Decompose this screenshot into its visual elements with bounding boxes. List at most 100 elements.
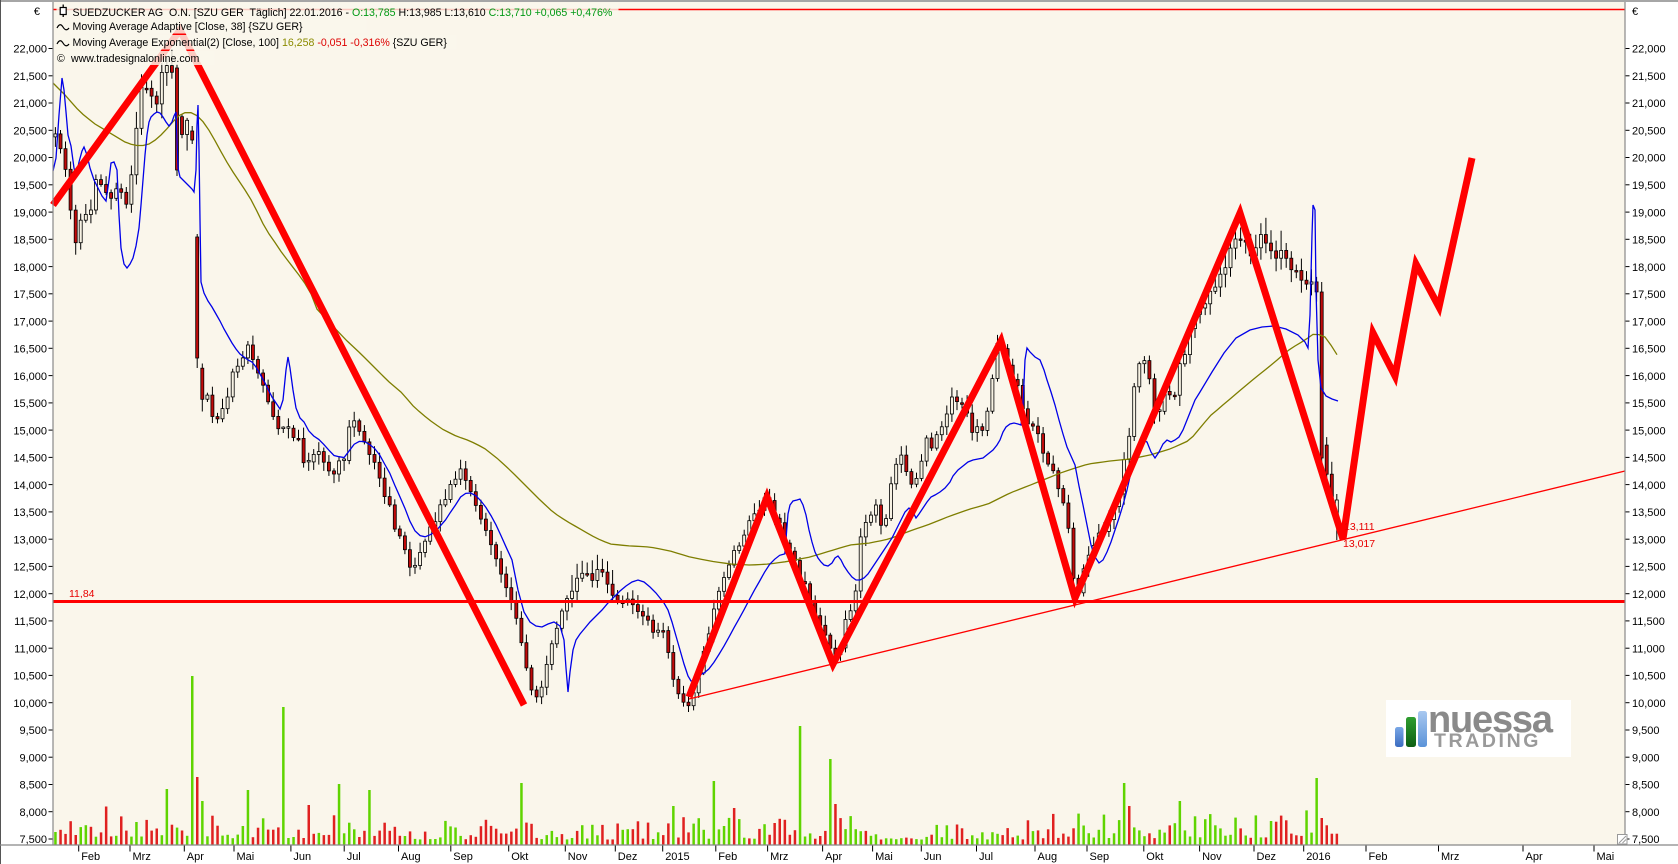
svg-text:€: €: [1632, 6, 1638, 18]
svg-text:15,500: 15,500: [1632, 398, 1666, 410]
svg-text:€: €: [34, 6, 40, 18]
svg-text:19,000: 19,000: [1632, 207, 1666, 219]
svg-text:13,111: 13,111: [1344, 521, 1375, 533]
svg-text:7,500: 7,500: [19, 834, 47, 846]
svg-text:9,000: 9,000: [19, 752, 47, 764]
svg-text:8,000: 8,000: [1632, 807, 1660, 819]
svg-text:nuessa: nuessa: [1428, 699, 1554, 741]
svg-text:Sep: Sep: [1090, 851, 1110, 863]
svg-text:13,000: 13,000: [13, 534, 47, 546]
svg-text:20,500: 20,500: [1632, 126, 1666, 138]
svg-text:Moving Average Exponential(2): Moving Average Exponential(2) [Close, 10…: [73, 37, 448, 49]
svg-text:Apr: Apr: [187, 851, 204, 863]
svg-text:8,500: 8,500: [19, 780, 47, 792]
svg-text:16,000: 16,000: [13, 371, 47, 383]
svg-text:22,000: 22,000: [1632, 44, 1666, 56]
svg-text:17,500: 17,500: [13, 289, 47, 301]
svg-text:Okt: Okt: [511, 851, 528, 863]
svg-text:19,000: 19,000: [13, 207, 47, 219]
svg-text:14,000: 14,000: [1632, 480, 1666, 492]
svg-text:11,500: 11,500: [14, 616, 47, 628]
svg-text:10,500: 10,500: [13, 671, 47, 683]
svg-text:Apr: Apr: [1526, 851, 1543, 863]
svg-text:18,000: 18,000: [1632, 262, 1666, 274]
svg-text:Mrz: Mrz: [133, 851, 151, 863]
svg-text:9,500: 9,500: [19, 725, 47, 737]
svg-text:14,000: 14,000: [13, 480, 47, 492]
svg-text:Aug: Aug: [1038, 851, 1058, 863]
svg-text:12,000: 12,000: [13, 589, 47, 601]
svg-text:7,500: 7,500: [1632, 834, 1660, 846]
svg-text:17,000: 17,000: [13, 316, 47, 328]
svg-text:10,500: 10,500: [1632, 671, 1666, 683]
svg-text:20,500: 20,500: [13, 126, 47, 138]
svg-text:11,500: 11,500: [1632, 616, 1665, 628]
svg-text:18,500: 18,500: [1632, 235, 1666, 247]
svg-text:12,500: 12,500: [1632, 562, 1666, 574]
svg-text:Feb: Feb: [81, 851, 100, 863]
svg-text:22,000: 22,000: [13, 44, 47, 56]
svg-text:18,000: 18,000: [13, 262, 47, 274]
svg-text:©: ©: [57, 53, 65, 65]
svg-text:21,000: 21,000: [1632, 98, 1666, 110]
svg-text:17,500: 17,500: [1632, 289, 1666, 301]
svg-text:19,500: 19,500: [1632, 180, 1666, 192]
svg-text:9,000: 9,000: [1632, 752, 1660, 764]
svg-text:9,500: 9,500: [1632, 725, 1660, 737]
svg-text:13,500: 13,500: [13, 507, 47, 519]
svg-text:11,000: 11,000: [1632, 643, 1665, 655]
svg-text:19,500: 19,500: [13, 180, 47, 192]
svg-text:Nov: Nov: [1202, 851, 1222, 863]
svg-text:21,000: 21,000: [13, 98, 47, 110]
svg-text:12,000: 12,000: [1632, 589, 1666, 601]
svg-text:Moving Average Adaptive [Close: Moving Average Adaptive [Close, 38] {SZU…: [73, 21, 304, 33]
svg-text:14,500: 14,500: [13, 453, 47, 465]
svg-text:Mai: Mai: [1597, 851, 1615, 863]
svg-text:16,000: 16,000: [1632, 371, 1666, 383]
svg-text:17,000: 17,000: [1632, 316, 1666, 328]
svg-text:13,017: 13,017: [1343, 538, 1375, 550]
svg-text:Jul: Jul: [979, 851, 993, 863]
svg-text:Dez: Dez: [618, 851, 638, 863]
svg-text:13,000: 13,000: [1632, 534, 1666, 546]
svg-text:2016: 2016: [1306, 851, 1330, 863]
svg-text:8,500: 8,500: [1632, 780, 1660, 792]
svg-text:2015: 2015: [665, 851, 689, 863]
svg-text:Jun: Jun: [924, 851, 942, 863]
svg-text:Aug: Aug: [401, 851, 421, 863]
svg-text:Mrz: Mrz: [770, 851, 788, 863]
svg-text:10,000: 10,000: [1632, 698, 1666, 710]
svg-text:18,500: 18,500: [13, 235, 47, 247]
svg-text:15,000: 15,000: [13, 425, 47, 437]
svg-text:Mai: Mai: [875, 851, 893, 863]
svg-text:TRADING: TRADING: [1434, 730, 1541, 752]
svg-text:www.tradesignalonline.com: www.tradesignalonline.com: [70, 53, 200, 65]
svg-text:14,500: 14,500: [1632, 453, 1666, 465]
svg-text:16,500: 16,500: [13, 344, 47, 356]
svg-text:Feb: Feb: [718, 851, 737, 863]
svg-text:11,000: 11,000: [14, 643, 47, 655]
svg-text:15,500: 15,500: [13, 398, 47, 410]
svg-text:20,000: 20,000: [13, 153, 47, 165]
svg-text:Nov: Nov: [568, 851, 588, 863]
svg-text:8,000: 8,000: [19, 807, 47, 819]
svg-text:Jul: Jul: [347, 851, 361, 863]
svg-text:Jun: Jun: [293, 851, 311, 863]
svg-text:10,000: 10,000: [13, 698, 47, 710]
svg-text:Okt: Okt: [1146, 851, 1163, 863]
svg-text:21,500: 21,500: [1632, 71, 1666, 83]
svg-text:SUEDZUCKER AG O.N. [SZU GER: SUEDZUCKER AG O.N. [SZU GER Täglich] 22.…: [73, 7, 613, 19]
svg-text:15,000: 15,000: [1632, 425, 1666, 437]
svg-text:Mrz: Mrz: [1441, 851, 1459, 863]
svg-text:Sep: Sep: [453, 851, 473, 863]
svg-text:11,84: 11,84: [69, 588, 95, 600]
svg-text:16,500: 16,500: [1632, 344, 1666, 356]
svg-text:Dez: Dez: [1257, 851, 1277, 863]
svg-text:13,500: 13,500: [1632, 507, 1666, 519]
svg-text:Mai: Mai: [237, 851, 255, 863]
svg-text:20,000: 20,000: [1632, 153, 1666, 165]
svg-text:Feb: Feb: [1369, 851, 1388, 863]
svg-text:12,500: 12,500: [13, 562, 47, 574]
svg-text:21,500: 21,500: [13, 71, 47, 83]
svg-text:Apr: Apr: [825, 851, 842, 863]
